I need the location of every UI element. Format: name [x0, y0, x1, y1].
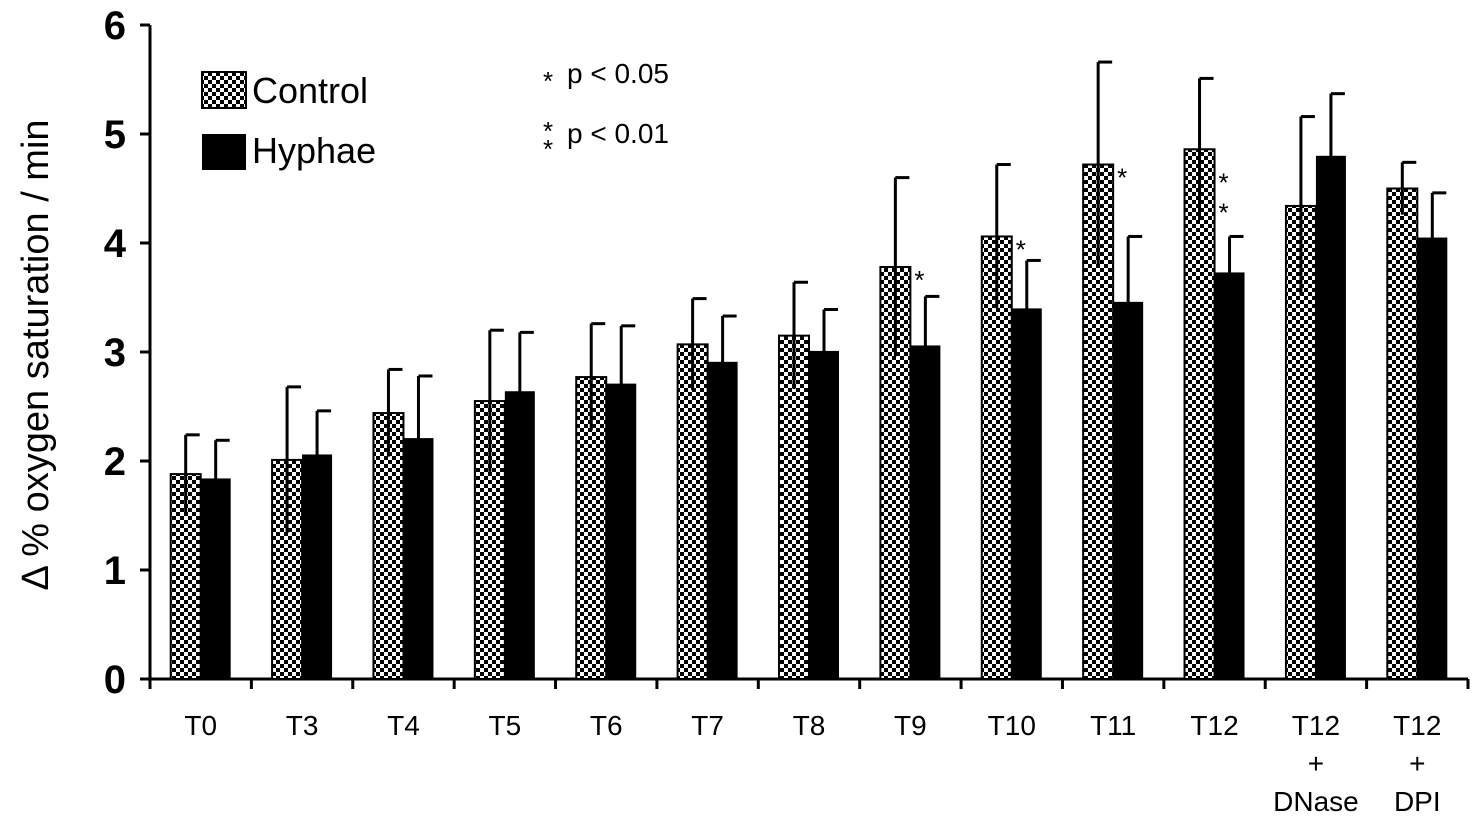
x-tick-label: T4: [387, 710, 420, 741]
note-marker-p01-top: *: [543, 116, 553, 146]
note-text-p05: p < 0.05: [567, 58, 669, 89]
bar-hyphae: [1417, 237, 1448, 680]
y-tick-label: 3: [104, 331, 126, 375]
x-tick-label: T12: [1190, 710, 1238, 741]
bar-control: [676, 343, 709, 680]
x-tick-labels: T0 T3 T4 T5 T6 T7 T8 T9 T10 T11 T12 T12 + DNase T12 + DP…: [184, 710, 1441, 817]
y-tick-label: 4: [104, 222, 127, 266]
x-tick-label: T8: [793, 710, 826, 741]
x-tick-label: +: [1308, 748, 1324, 779]
y-tick-label: 5: [104, 113, 126, 157]
x-tick-label: DPI: [1394, 786, 1441, 817]
bar-hyphae: [1315, 155, 1346, 680]
bar-hyphae: [809, 350, 839, 679]
bar-control: [1183, 148, 1216, 680]
note-text-p01: p < 0.01: [567, 118, 669, 149]
significance-star: *: [1219, 197, 1229, 227]
x-tick-label: +: [1409, 748, 1425, 779]
y-axis-title: Δ % oxygen saturation / min: [15, 119, 57, 590]
significance-star: *: [1219, 167, 1229, 197]
legend-label-control: Control: [252, 70, 368, 111]
legend: Control Hyphae: [201, 70, 376, 171]
y-tick-label: 6: [104, 4, 126, 48]
legend-swatch-control: [201, 71, 247, 109]
x-tick-label: T11: [1090, 710, 1136, 741]
legend-swatch-hyphae: [202, 134, 246, 170]
significance-star: *: [914, 265, 924, 295]
x-tick-label: T12: [1292, 710, 1340, 741]
bar-hyphae: [910, 345, 941, 679]
y-ticks: 0 1 2 3 4 5 6: [104, 4, 150, 702]
x-tick-label: T10: [988, 710, 1036, 741]
bars: [169, 148, 1448, 681]
significance-star: *: [1016, 234, 1026, 264]
x-tick-label: T9: [894, 710, 927, 741]
x-ticks: [148, 679, 1470, 689]
y-tick-label: 1: [104, 549, 126, 593]
bar-hyphae: [1214, 272, 1245, 679]
significance-star: *: [1117, 163, 1127, 193]
note-marker-p01-bottom: *: [543, 134, 553, 164]
bar-hyphae: [707, 361, 738, 679]
bar-hyphae: [1011, 308, 1042, 679]
x-tick-label: T12: [1393, 710, 1441, 741]
y-tick-label: 2: [104, 440, 126, 484]
x-tick-label: DNase: [1273, 786, 1359, 817]
significance-markers: *** **: [914, 163, 1228, 295]
legend-label-hyphae: Hyphae: [252, 130, 376, 171]
error-bars: [184, 60, 1447, 533]
x-tick-label: T5: [489, 710, 522, 741]
x-tick-label: T0: [184, 710, 217, 741]
bar-control: [980, 235, 1013, 681]
x-tick-label: T7: [691, 710, 724, 741]
x-tick-label: T3: [286, 710, 319, 741]
x-tick-label: T6: [590, 710, 623, 741]
note-marker-p05: *: [543, 66, 553, 96]
y-tick-label: 0: [104, 658, 126, 702]
bar-control: [1386, 187, 1419, 680]
significance-notes: * p < 0.05 * * p < 0.01: [543, 58, 669, 164]
